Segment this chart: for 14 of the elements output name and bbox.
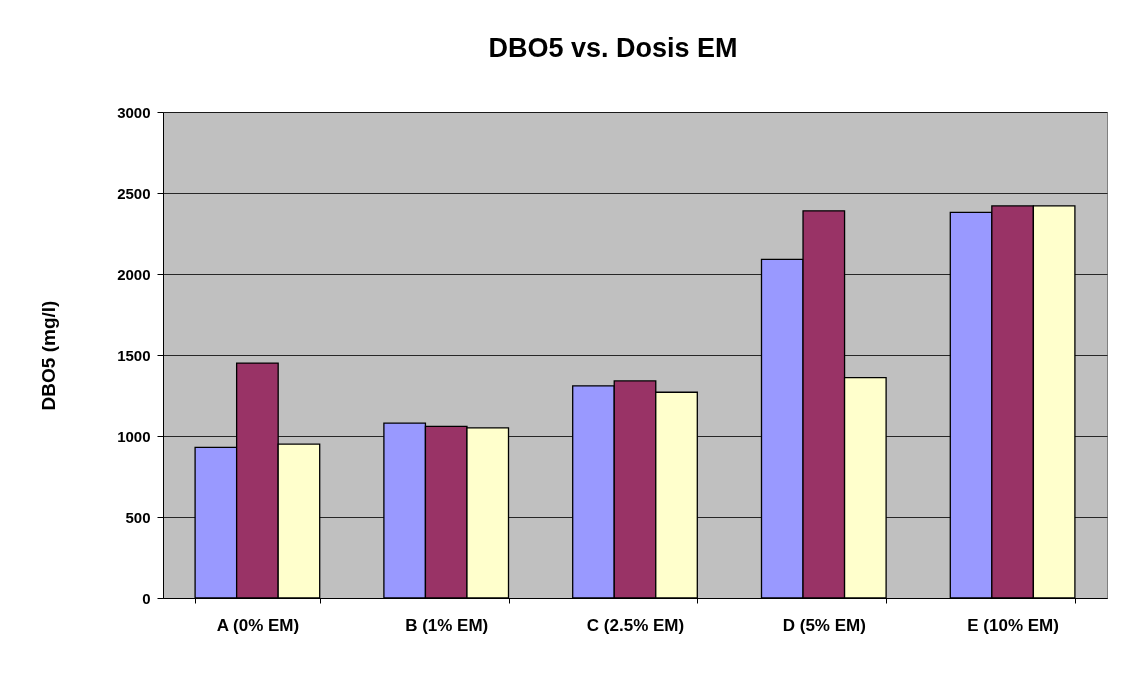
y-tick-label: 3000 bbox=[117, 103, 151, 121]
y-tick-label: 1500 bbox=[117, 346, 151, 364]
y-axis-title: DBO5 (mg/l) bbox=[38, 300, 60, 411]
x-tick-label: D (5% EM) bbox=[782, 615, 866, 635]
x-tick-label: A (0% EM) bbox=[216, 615, 300, 635]
chart-title: DBO5 vs. Dosis EM bbox=[488, 33, 738, 63]
y-tick-label: 2000 bbox=[117, 265, 151, 283]
x-tick-label: B (1% EM) bbox=[405, 615, 489, 635]
y-tick-label: 500 bbox=[125, 508, 151, 526]
y-tick-label: 1000 bbox=[117, 427, 151, 445]
y-tick-label: 0 bbox=[142, 589, 151, 607]
x-tick-label: E (10% EM) bbox=[967, 615, 1059, 635]
x-tick-label: C (2.5% EM) bbox=[586, 615, 685, 635]
y-tick-label: 2500 bbox=[117, 184, 151, 202]
